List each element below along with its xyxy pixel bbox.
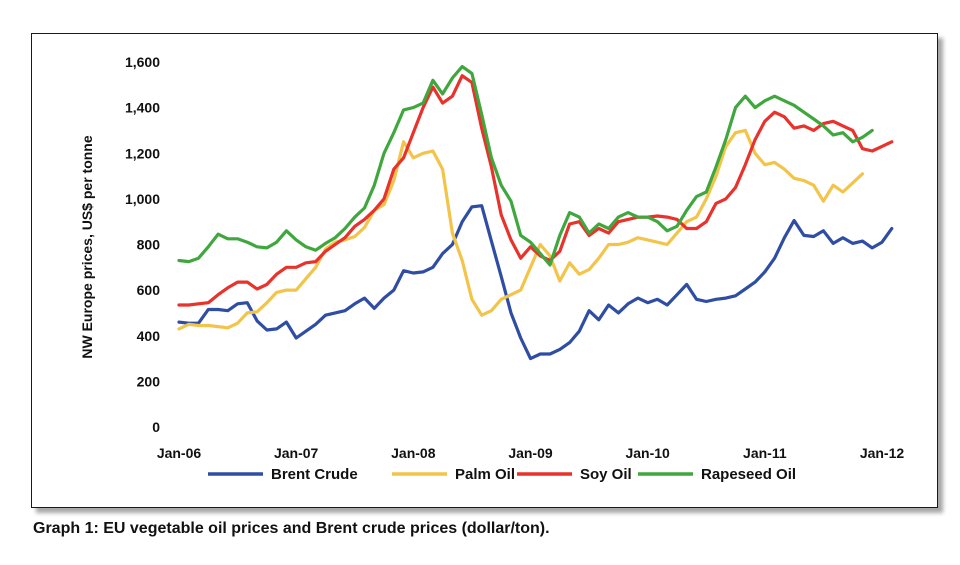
series-lines	[177, 64, 894, 361]
legend-label-soy-oil: Soy Oil	[580, 466, 632, 483]
legend-label-palm-oil: Palm Oil	[455, 466, 515, 483]
x-tick-label: Jan-07	[274, 445, 319, 461]
y-axis-ticks: 0 200 400 600 800 1,000 1,200 1,400 1,600	[125, 54, 160, 435]
line-chart: 0 200 400 600 800 1,000 1,200 1,400 1,600 Jan-06…	[79, 54, 905, 483]
series-line-soy-oil	[177, 74, 894, 307]
x-tick-label: Jan-06	[157, 445, 202, 461]
y-tick-label: 800	[137, 237, 161, 253]
x-tick-label: Jan-08	[391, 445, 436, 461]
x-tick-label: Jan-12	[860, 445, 905, 461]
x-tick-label: Jan-10	[625, 445, 670, 461]
x-tick-label: Jan-11	[743, 445, 787, 461]
y-tick-label: 1,200	[125, 145, 160, 161]
series-line-palm-oil	[177, 128, 865, 331]
series-line-rapeseed-oil	[177, 64, 874, 267]
y-tick-label: 600	[137, 282, 161, 298]
legend-label-brent-crude: Brent Crude	[271, 466, 358, 483]
y-tick-label: 0	[152, 419, 160, 435]
series-line-brent-crude	[177, 204, 894, 361]
y-tick-label: 400	[137, 328, 161, 344]
chart-frame: 0 200 400 600 800 1,000 1,200 1,400 1,600 Jan-06…	[31, 33, 938, 508]
x-tick-label: Jan-09	[508, 445, 553, 461]
y-tick-label: 1,600	[125, 54, 160, 70]
y-tick-label: 200	[137, 373, 161, 389]
figure-caption: Graph 1: EU vegetable oil prices and Bre…	[33, 520, 550, 537]
y-tick-label: 1,000	[125, 191, 160, 207]
legend-label-rapeseed-oil: Rapeseed Oil	[701, 466, 796, 483]
legend: Brent Crude Palm Oil Soy Oil Rapeseed Oil	[208, 466, 796, 483]
y-tick-label: 1,400	[125, 100, 160, 116]
x-axis-ticks: Jan-06 Jan-07 Jan-08 Jan-09 Jan-10 Jan-11 Jan-…	[157, 445, 905, 461]
y-axis-title: NW Europe prices, US$ per tonne	[79, 135, 95, 358]
